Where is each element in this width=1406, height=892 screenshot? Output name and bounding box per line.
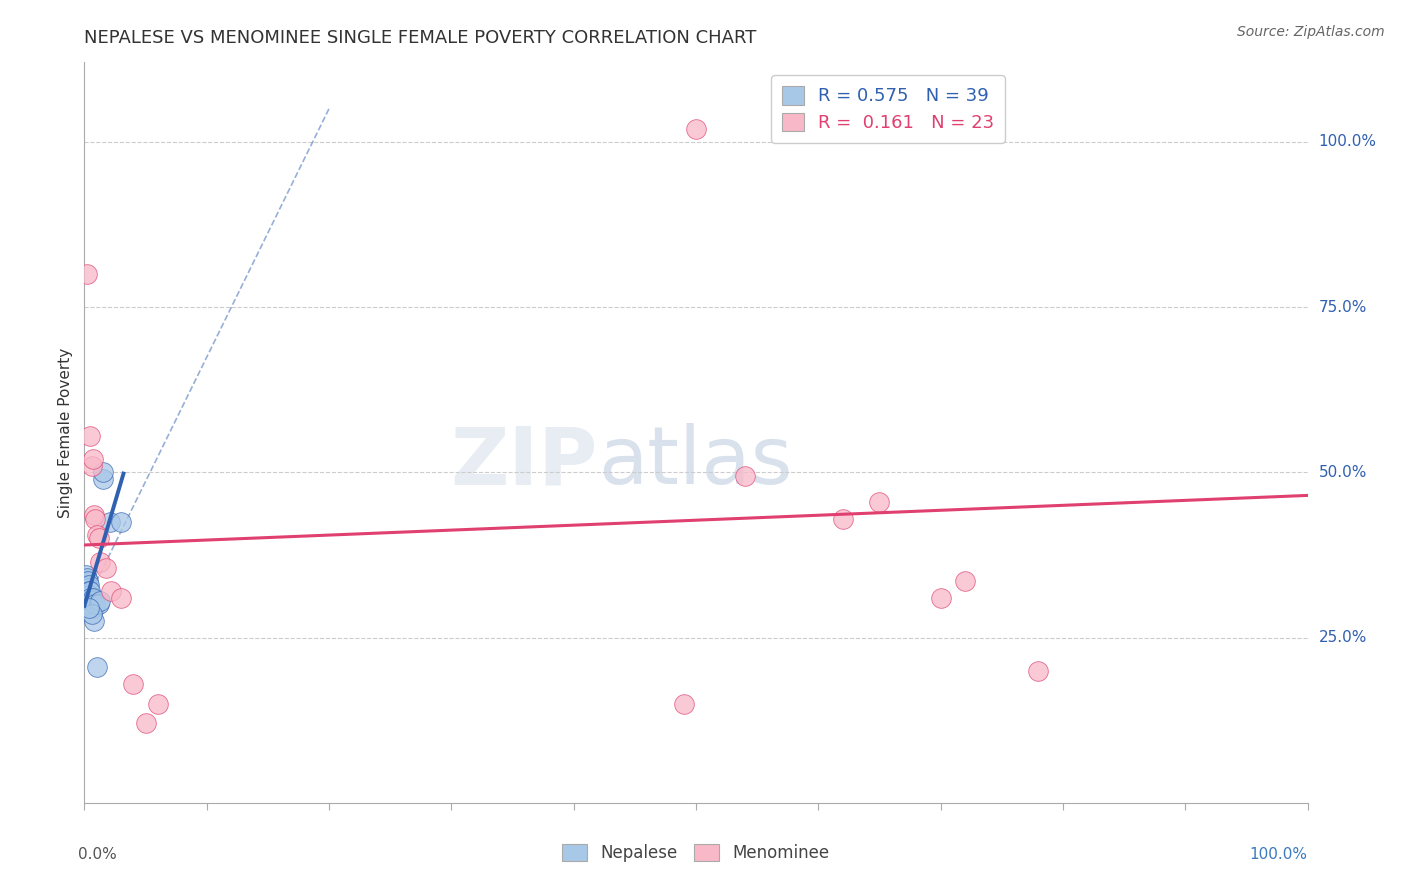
Point [77,577,100,591]
Point [82,598,104,612]
Point [76,594,98,608]
Point [86,528,108,542]
Point [110,591,132,605]
Point [100,584,122,599]
Point [87,532,110,546]
Point [831,511,853,525]
Point [80,600,103,615]
Point [76,577,98,591]
Point [685,121,707,136]
Point [84,511,107,525]
Point [869,495,891,509]
Text: Source: ZipAtlas.com: Source: ZipAtlas.com [1237,25,1385,39]
Point [91,465,114,479]
Point [87,598,110,612]
Point [75,581,97,595]
Point [82,452,104,467]
Text: 50.0%: 50.0% [1319,465,1367,480]
Point [80,607,103,622]
Point [672,697,695,711]
Point [76,267,98,281]
Point [77,591,100,605]
Point [77,584,100,599]
Point [77,574,100,589]
Point [953,574,976,589]
Point [110,515,132,529]
Text: ZIP: ZIP [451,423,598,501]
Point [76,584,98,599]
Point [77,598,100,612]
Point [79,584,101,599]
Point [79,598,101,612]
Point [98,515,121,529]
Point [146,697,169,711]
Point [83,614,105,628]
Point [1028,664,1050,678]
Point [79,429,101,443]
Text: NEPALESE VS MENOMINEE SINGLE FEMALE POVERTY CORRELATION CHART: NEPALESE VS MENOMINEE SINGLE FEMALE POVE… [84,29,756,47]
Point [82,591,104,605]
Text: 100.0%: 100.0% [1319,135,1376,149]
Point [76,588,98,602]
Point [76,591,98,605]
Point [77,594,100,608]
Text: 100.0%: 100.0% [1250,847,1308,863]
Legend: Nepalese, Menominee: Nepalese, Menominee [555,837,837,869]
Point [75,574,97,589]
Text: 75.0%: 75.0% [1319,300,1367,315]
Point [75,588,97,602]
Point [77,581,100,595]
Point [929,591,952,605]
Text: atlas: atlas [598,423,793,501]
Point [135,716,157,731]
Point [80,594,103,608]
Point [86,660,108,674]
Point [122,677,145,691]
Point [734,468,756,483]
Text: 0.0%: 0.0% [79,847,117,863]
Text: 25.0%: 25.0% [1319,630,1367,645]
Y-axis label: Single Female Poverty: Single Female Poverty [58,348,73,517]
Point [89,555,111,569]
Point [96,561,118,575]
Point [83,508,105,523]
Point [77,600,100,615]
Point [83,600,105,615]
Point [89,594,111,608]
Point [80,458,103,473]
Point [77,594,100,608]
Point [84,598,107,612]
Point [75,567,97,582]
Point [77,588,100,602]
Point [76,571,98,585]
Point [79,591,101,605]
Point [77,588,100,602]
Point [91,472,114,486]
